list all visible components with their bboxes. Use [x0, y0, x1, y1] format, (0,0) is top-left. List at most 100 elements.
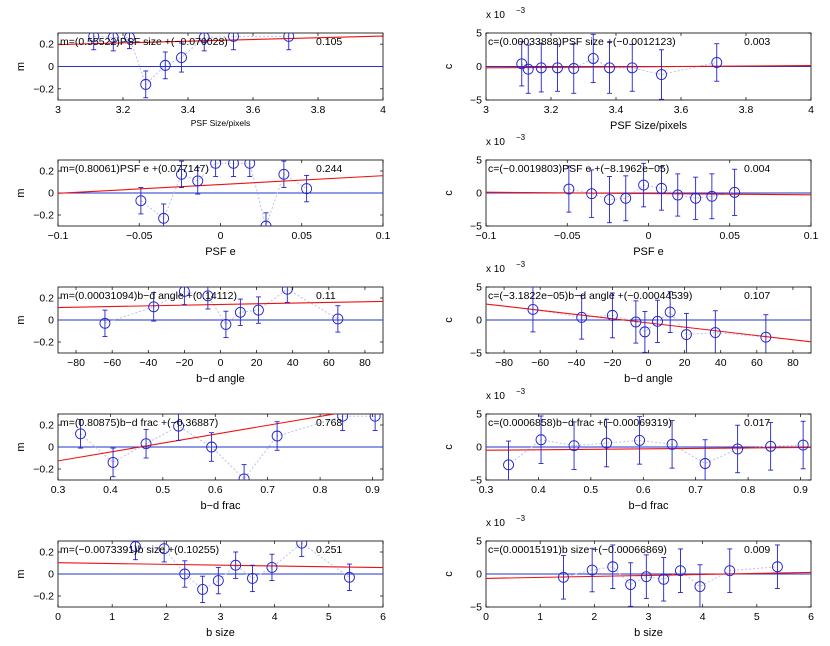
- y-axis-label: m: [15, 442, 27, 451]
- data-point: [552, 62, 563, 74]
- data-point: [343, 571, 355, 583]
- x-tick-label: 20: [251, 357, 263, 369]
- x-tick-label: 3.2: [544, 104, 559, 116]
- data-point: [587, 53, 599, 64]
- y-axis-exponent-power: −3: [516, 387, 526, 396]
- y-axis-exponent-power: −3: [516, 514, 526, 523]
- data-point: [88, 33, 100, 42]
- data-point: [198, 33, 210, 43]
- x-tick-label: 0.3: [479, 484, 494, 496]
- x-tick-label: 2: [163, 611, 169, 623]
- y-tick-label: 0: [476, 315, 482, 327]
- plot-area: [486, 162, 811, 224]
- data-point: [107, 33, 119, 43]
- data-point: [135, 195, 147, 207]
- data-point: [271, 430, 283, 442]
- x-tick-label: 0.05: [292, 230, 313, 242]
- data-point: [278, 168, 290, 180]
- x-tick-label: 80: [787, 357, 799, 369]
- data-point: [130, 541, 141, 552]
- data-point: [296, 541, 308, 549]
- fit-statistic: 0.768: [316, 417, 342, 429]
- x-tick-label: −20: [603, 357, 621, 369]
- x-axis-label: PSF Size/pixels: [191, 118, 251, 128]
- data-point: [281, 287, 293, 295]
- data-point: [124, 33, 135, 43]
- y-tick-label: 0.2: [39, 420, 54, 432]
- data-connector: [135, 542, 350, 591]
- fit-equation: m=(0.00031094)b−d angle +(0.14112): [60, 290, 237, 302]
- data-connector: [568, 184, 735, 201]
- plot-area: [486, 287, 811, 353]
- data-point: [586, 564, 598, 576]
- data-point: [140, 78, 152, 90]
- y-axis-label: m: [15, 188, 27, 197]
- data-point: [260, 220, 272, 226]
- data-point: [107, 456, 119, 468]
- y-axis-label: c: [443, 571, 455, 577]
- x-tick-label: 80: [359, 357, 371, 369]
- data-point: [522, 63, 534, 75]
- panel-m_psfsize: 3 3.2 3.4 3.6 3.8 4 −0.2 0 0.2 PSF Size/pixels m m=…: [15, 32, 386, 128]
- x-tick-label: 3.4: [609, 104, 624, 116]
- y-axis-label: c: [443, 190, 455, 196]
- y-tick-label: 0.2: [39, 166, 54, 178]
- data-point: [158, 543, 170, 555]
- data-point: [724, 565, 736, 577]
- y-tick-label: 5: [476, 536, 482, 548]
- x-tick-label: 0: [218, 230, 224, 242]
- data-point: [625, 579, 637, 591]
- data-point: [234, 306, 246, 318]
- x-tick-label: 3: [646, 611, 652, 623]
- data-point: [604, 62, 615, 74]
- data-point: [178, 287, 190, 297]
- panel-c_psfe: −0.1 −0.05 0 0.05 0.1 −5 0 5 PSF e c x 10 −3 c=(−0.0…: [443, 133, 818, 258]
- y-axis-exponent-power: −3: [516, 6, 526, 15]
- data-point: [176, 168, 187, 180]
- fit-statistic: 0.11: [316, 290, 336, 302]
- data-point: [301, 183, 313, 195]
- plot-area: [486, 33, 811, 100]
- x-axis-label: b−d angle: [624, 373, 673, 385]
- data-point: [332, 313, 344, 325]
- data-point: [158, 212, 170, 224]
- x-tick-label: 0.5: [156, 484, 171, 496]
- data-point: [247, 572, 258, 584]
- x-tick-label: 20: [679, 357, 691, 369]
- x-tick-label: 0.3: [51, 484, 66, 496]
- x-tick-label: 0.05: [720, 230, 741, 242]
- data-point: [75, 428, 86, 440]
- data-point: [558, 571, 569, 583]
- y-tick-label: 0: [476, 569, 482, 581]
- fit-statistic: 0.009: [744, 544, 770, 556]
- data-point: [516, 58, 528, 70]
- data-point: [228, 33, 239, 42]
- fit-line: [58, 300, 383, 309]
- data-point: [729, 186, 741, 198]
- x-axis-label: b size: [206, 627, 235, 639]
- x-tick-label: 0.5: [584, 484, 599, 496]
- x-tick-label: −20: [175, 357, 193, 369]
- data-point: [369, 414, 381, 422]
- panel-c_bdangle: −80 −60 −40 −20 0 20 40 60 80 −5 0 5 b−d angle c x 10 −…: [443, 260, 812, 385]
- fit-line: [486, 64, 811, 69]
- y-axis-exponent-power: −3: [516, 260, 526, 269]
- x-tick-label: 4: [272, 611, 278, 623]
- x-tick-label: 6: [380, 611, 386, 623]
- x-axis-label: PSF e: [205, 246, 236, 258]
- x-tick-label: 1: [109, 611, 115, 623]
- y-axis-exponent: x 10: [486, 391, 505, 402]
- data-point: [680, 329, 692, 340]
- y-tick-label: 0.2: [39, 293, 54, 305]
- panel-c_bdfrac: 0.3 0.4 0.5 0.6 0.7 0.8 0.9 −5 0 5 b−d frac c x 10 −3…: [443, 387, 812, 512]
- data-point: [771, 561, 783, 573]
- y-tick-label: −5: [470, 348, 482, 360]
- fit-statistic: 0.017: [744, 417, 770, 429]
- plot-area: [58, 160, 383, 226]
- plot-area: [58, 541, 383, 604]
- x-tick-label: −0.05: [554, 230, 581, 242]
- data-point: [706, 190, 718, 202]
- x-tick-label: 0: [218, 357, 224, 369]
- y-tick-label: −5: [470, 602, 482, 614]
- y-tick-label: 0: [476, 61, 482, 73]
